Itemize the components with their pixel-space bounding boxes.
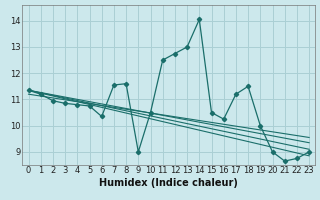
X-axis label: Humidex (Indice chaleur): Humidex (Indice chaleur) <box>100 178 238 188</box>
